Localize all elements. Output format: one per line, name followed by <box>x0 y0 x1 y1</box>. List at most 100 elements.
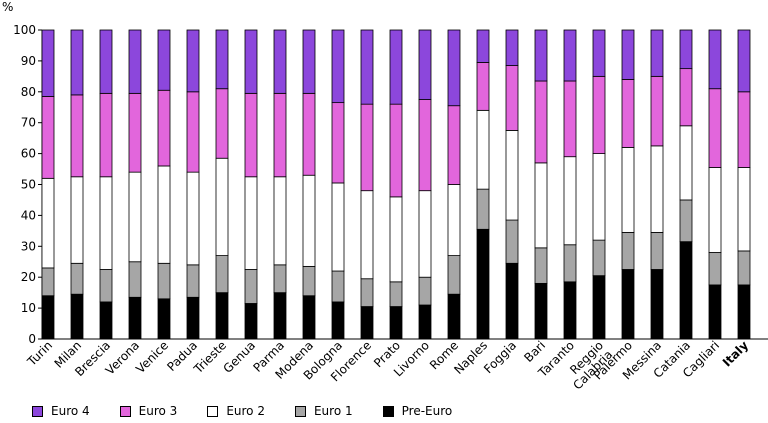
bar-segment-euro-2 <box>360 190 374 280</box>
bar-segment-euro-2 <box>331 182 345 272</box>
bar-segment-euro-1 <box>708 252 722 286</box>
bar-segment-euro-4 <box>302 29 316 94</box>
legend-swatch <box>382 405 394 417</box>
bar-segment-pre-euro <box>331 301 345 340</box>
bar-segment-euro-2 <box>708 167 722 253</box>
bar-segment-euro-4 <box>592 29 606 77</box>
bar-segment-euro-4 <box>331 29 345 104</box>
legend-swatch <box>119 405 131 417</box>
bar-segment-euro-1 <box>650 231 664 270</box>
legend-label: Euro 2 <box>226 404 265 418</box>
bar-segment-pre-euro <box>244 303 258 340</box>
bars <box>41 29 751 340</box>
x-tick-label: Foggia <box>481 338 519 376</box>
bar-segment-euro-1 <box>389 281 403 307</box>
legend-label: Euro 1 <box>313 404 353 418</box>
bar-segment-euro-4 <box>157 29 171 91</box>
bar-segment-pre-euro <box>476 228 490 340</box>
bar-segment-euro-2 <box>186 171 200 266</box>
x-tick-label: Italy <box>720 338 751 369</box>
bar-segment-euro-4 <box>418 29 432 100</box>
bar-segment-euro-3 <box>447 105 461 185</box>
bar-segment-pre-euro <box>157 298 171 340</box>
y-tick-label: 30 <box>21 239 36 253</box>
bar-segment-euro-2 <box>650 145 664 233</box>
y-tick-label: 80 <box>21 85 36 99</box>
bar-segment-euro-3 <box>563 80 577 158</box>
bar-segment-euro-4 <box>708 29 722 90</box>
bar-segment-euro-1 <box>737 250 751 286</box>
bar-segment-euro-1 <box>186 264 200 298</box>
y-tick-label: 0 <box>28 332 36 346</box>
bar-segment-pre-euro <box>302 295 316 340</box>
bar-segment-euro-3 <box>273 92 287 178</box>
bar-segment-euro-3 <box>157 89 171 167</box>
y-tick-label: 100 <box>13 23 36 37</box>
bar-segment-pre-euro <box>534 282 548 340</box>
bar-segment-euro-3 <box>186 91 200 173</box>
bar-segment-euro-3 <box>302 92 316 176</box>
legend-item: Euro 2 <box>207 404 265 418</box>
bar-segment-euro-3 <box>389 103 403 198</box>
bar-segment-euro-3 <box>215 88 229 159</box>
bar-segment-pre-euro <box>389 306 403 340</box>
legend-swatch <box>32 405 43 417</box>
bar-segment-euro-3 <box>476 62 490 111</box>
bar-segment-pre-euro <box>273 292 287 340</box>
y-tick-label: 70 <box>21 116 36 130</box>
bar-segment-pre-euro <box>215 292 229 340</box>
bar-segment-euro-2 <box>737 167 751 252</box>
bar-segment-euro-1 <box>679 199 693 243</box>
bar-segment-euro-3 <box>99 92 113 178</box>
legend-item: Euro 3 <box>119 404 177 418</box>
bar-segment-euro-1 <box>418 276 432 306</box>
bar-segment-euro-3 <box>244 92 258 178</box>
legend-swatch <box>207 405 219 417</box>
bar-segment-euro-2 <box>418 190 432 278</box>
bar-segment-euro-2 <box>476 109 490 190</box>
bar-segment-euro-1 <box>99 269 113 303</box>
bar-segment-euro-1 <box>563 244 577 283</box>
bar-segment-euro-3 <box>737 91 751 168</box>
x-tick-label: Trieste <box>191 338 230 377</box>
x-tick-label: Genua <box>220 338 258 376</box>
bar-segment-euro-1 <box>505 219 519 264</box>
bar-segment-euro-2 <box>41 177 55 269</box>
bar-segment-pre-euro <box>650 269 664 340</box>
bar-segment-euro-2 <box>389 196 403 283</box>
y-tick-label: 50 <box>21 178 36 192</box>
bar-segment-euro-4 <box>41 29 55 97</box>
bar-segment-pre-euro <box>41 295 55 340</box>
bar-segment-pre-euro <box>737 284 751 340</box>
legend-label: Pre-Euro <box>401 404 453 418</box>
bar-segment-euro-1 <box>592 239 606 277</box>
bar-segment-euro-1 <box>70 262 84 295</box>
bar-segment-euro-1 <box>215 255 229 294</box>
legend-item: Euro 1 <box>294 404 353 418</box>
bar-segment-euro-2 <box>244 176 258 270</box>
bar-segment-euro-1 <box>360 278 374 307</box>
bar-segment-euro-3 <box>708 88 722 168</box>
bar-segment-euro-1 <box>128 261 142 298</box>
legend-swatch <box>294 405 306 417</box>
bar-segment-euro-2 <box>99 176 113 270</box>
bar-segment-euro-1 <box>447 255 461 295</box>
bar-segment-euro-4 <box>650 29 664 77</box>
bar-segment-euro-1 <box>534 247 548 284</box>
bar-segment-pre-euro <box>99 301 113 340</box>
bar-segment-euro-3 <box>41 96 55 179</box>
bar-segment-euro-4 <box>505 29 519 66</box>
bar-segment-euro-3 <box>534 80 548 164</box>
y-tick-label: 40 <box>21 208 36 222</box>
y-tick-label: 20 <box>21 270 36 284</box>
bar-segment-euro-4 <box>215 29 229 90</box>
bar-segment-euro-1 <box>41 267 55 297</box>
bar-segment-euro-4 <box>534 29 548 82</box>
bar-segment-euro-4 <box>273 29 287 94</box>
bar-segment-euro-2 <box>505 130 519 221</box>
bar-segment-pre-euro <box>592 275 606 340</box>
bar-segment-euro-4 <box>128 29 142 94</box>
bar-segment-pre-euro <box>621 269 635 340</box>
bar-segment-euro-1 <box>621 231 635 270</box>
bar-segment-euro-2 <box>215 157 229 256</box>
